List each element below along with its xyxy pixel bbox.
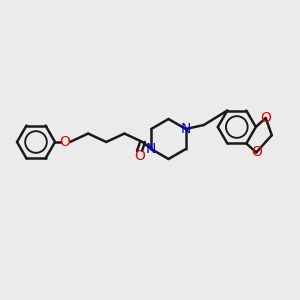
Text: N: N <box>181 122 191 136</box>
Text: N: N <box>146 142 156 156</box>
Text: O: O <box>251 146 262 160</box>
Text: O: O <box>260 111 271 125</box>
Text: O: O <box>134 149 145 163</box>
Text: O: O <box>60 135 70 149</box>
